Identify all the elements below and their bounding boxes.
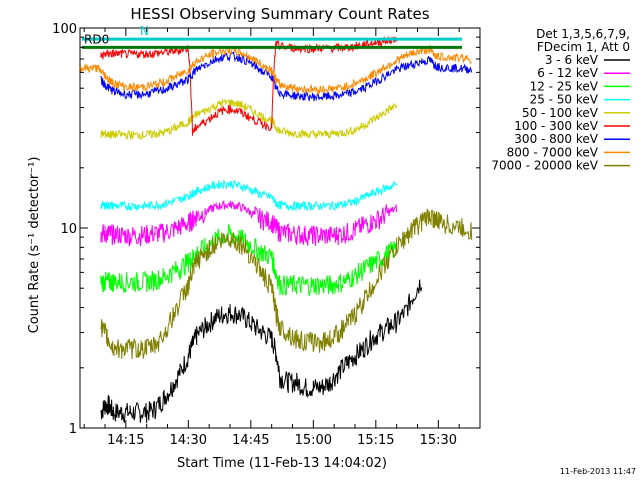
legend-label-5: 50 - 100 keV: [522, 106, 599, 120]
legend-label-7: 300 - 800 keV: [514, 132, 598, 146]
y-tick-label: 100: [52, 22, 77, 37]
series-line-3: [100, 223, 398, 296]
series-line-6: [100, 35, 398, 136]
y-tick-label: 10: [60, 222, 77, 237]
x-tick-label: 14:30: [170, 433, 207, 448]
y-tick-label: 1: [69, 422, 77, 437]
x-tick-label: 15:15: [357, 433, 394, 448]
series-line-5: [100, 98, 398, 141]
chart-title: HESSI Observing Summary Count Rates: [130, 5, 429, 23]
x-tick-label: 15:00: [295, 433, 332, 448]
legend-label-3: 12 - 25 keV: [530, 79, 599, 93]
series-line-4: [100, 179, 398, 212]
legend: Det 1,3,5,6,7,9, FDecim 1, Att 0 3 - 6 k…: [491, 27, 630, 173]
series-line-1: [100, 279, 423, 424]
y-axis-label: Count Rate (s⁻¹ detector⁻¹): [27, 157, 42, 334]
legend-label-9: 7000 - 20000 keV: [491, 159, 598, 173]
legend-label-4: 25 - 50 keV: [530, 93, 599, 107]
legend-label-1: 3 - 6 keV: [545, 53, 599, 67]
y-axis-ticks: 1 10 100: [52, 22, 480, 437]
series-line-7: [100, 51, 473, 102]
x-tick-label: 14:15: [107, 433, 144, 448]
footer-date: 11-Feb-2013 11:47: [560, 467, 636, 476]
x-axis-label: Start Time (11-Feb-13 14:04:02): [177, 456, 387, 471]
flag-label-n: N: [140, 24, 149, 38]
flag-label-rd0: RD0: [84, 32, 109, 46]
series-line-2: [100, 200, 398, 247]
legend-label-8: 800 - 7000 keV: [507, 145, 599, 159]
legend-header-2: FDecim 1, Att 0: [537, 40, 630, 54]
x-tick-label: 14:45: [232, 433, 269, 448]
x-tick-label: 15:30: [420, 433, 457, 448]
legend-label-2: 6 - 12 keV: [537, 66, 599, 80]
legend-label-6: 100 - 300 keV: [514, 119, 598, 133]
series-line-9: [100, 208, 473, 360]
x-axis-ticks: 14:15 14:30 14:45 15:00 15:15 15:30: [83, 28, 460, 448]
series-layer: [79, 35, 473, 424]
legend-header-1: Det 1,3,5,6,7,9,: [536, 27, 630, 41]
flag-layer: RD0 N: [82, 24, 462, 49]
series-line-8: [79, 44, 472, 95]
